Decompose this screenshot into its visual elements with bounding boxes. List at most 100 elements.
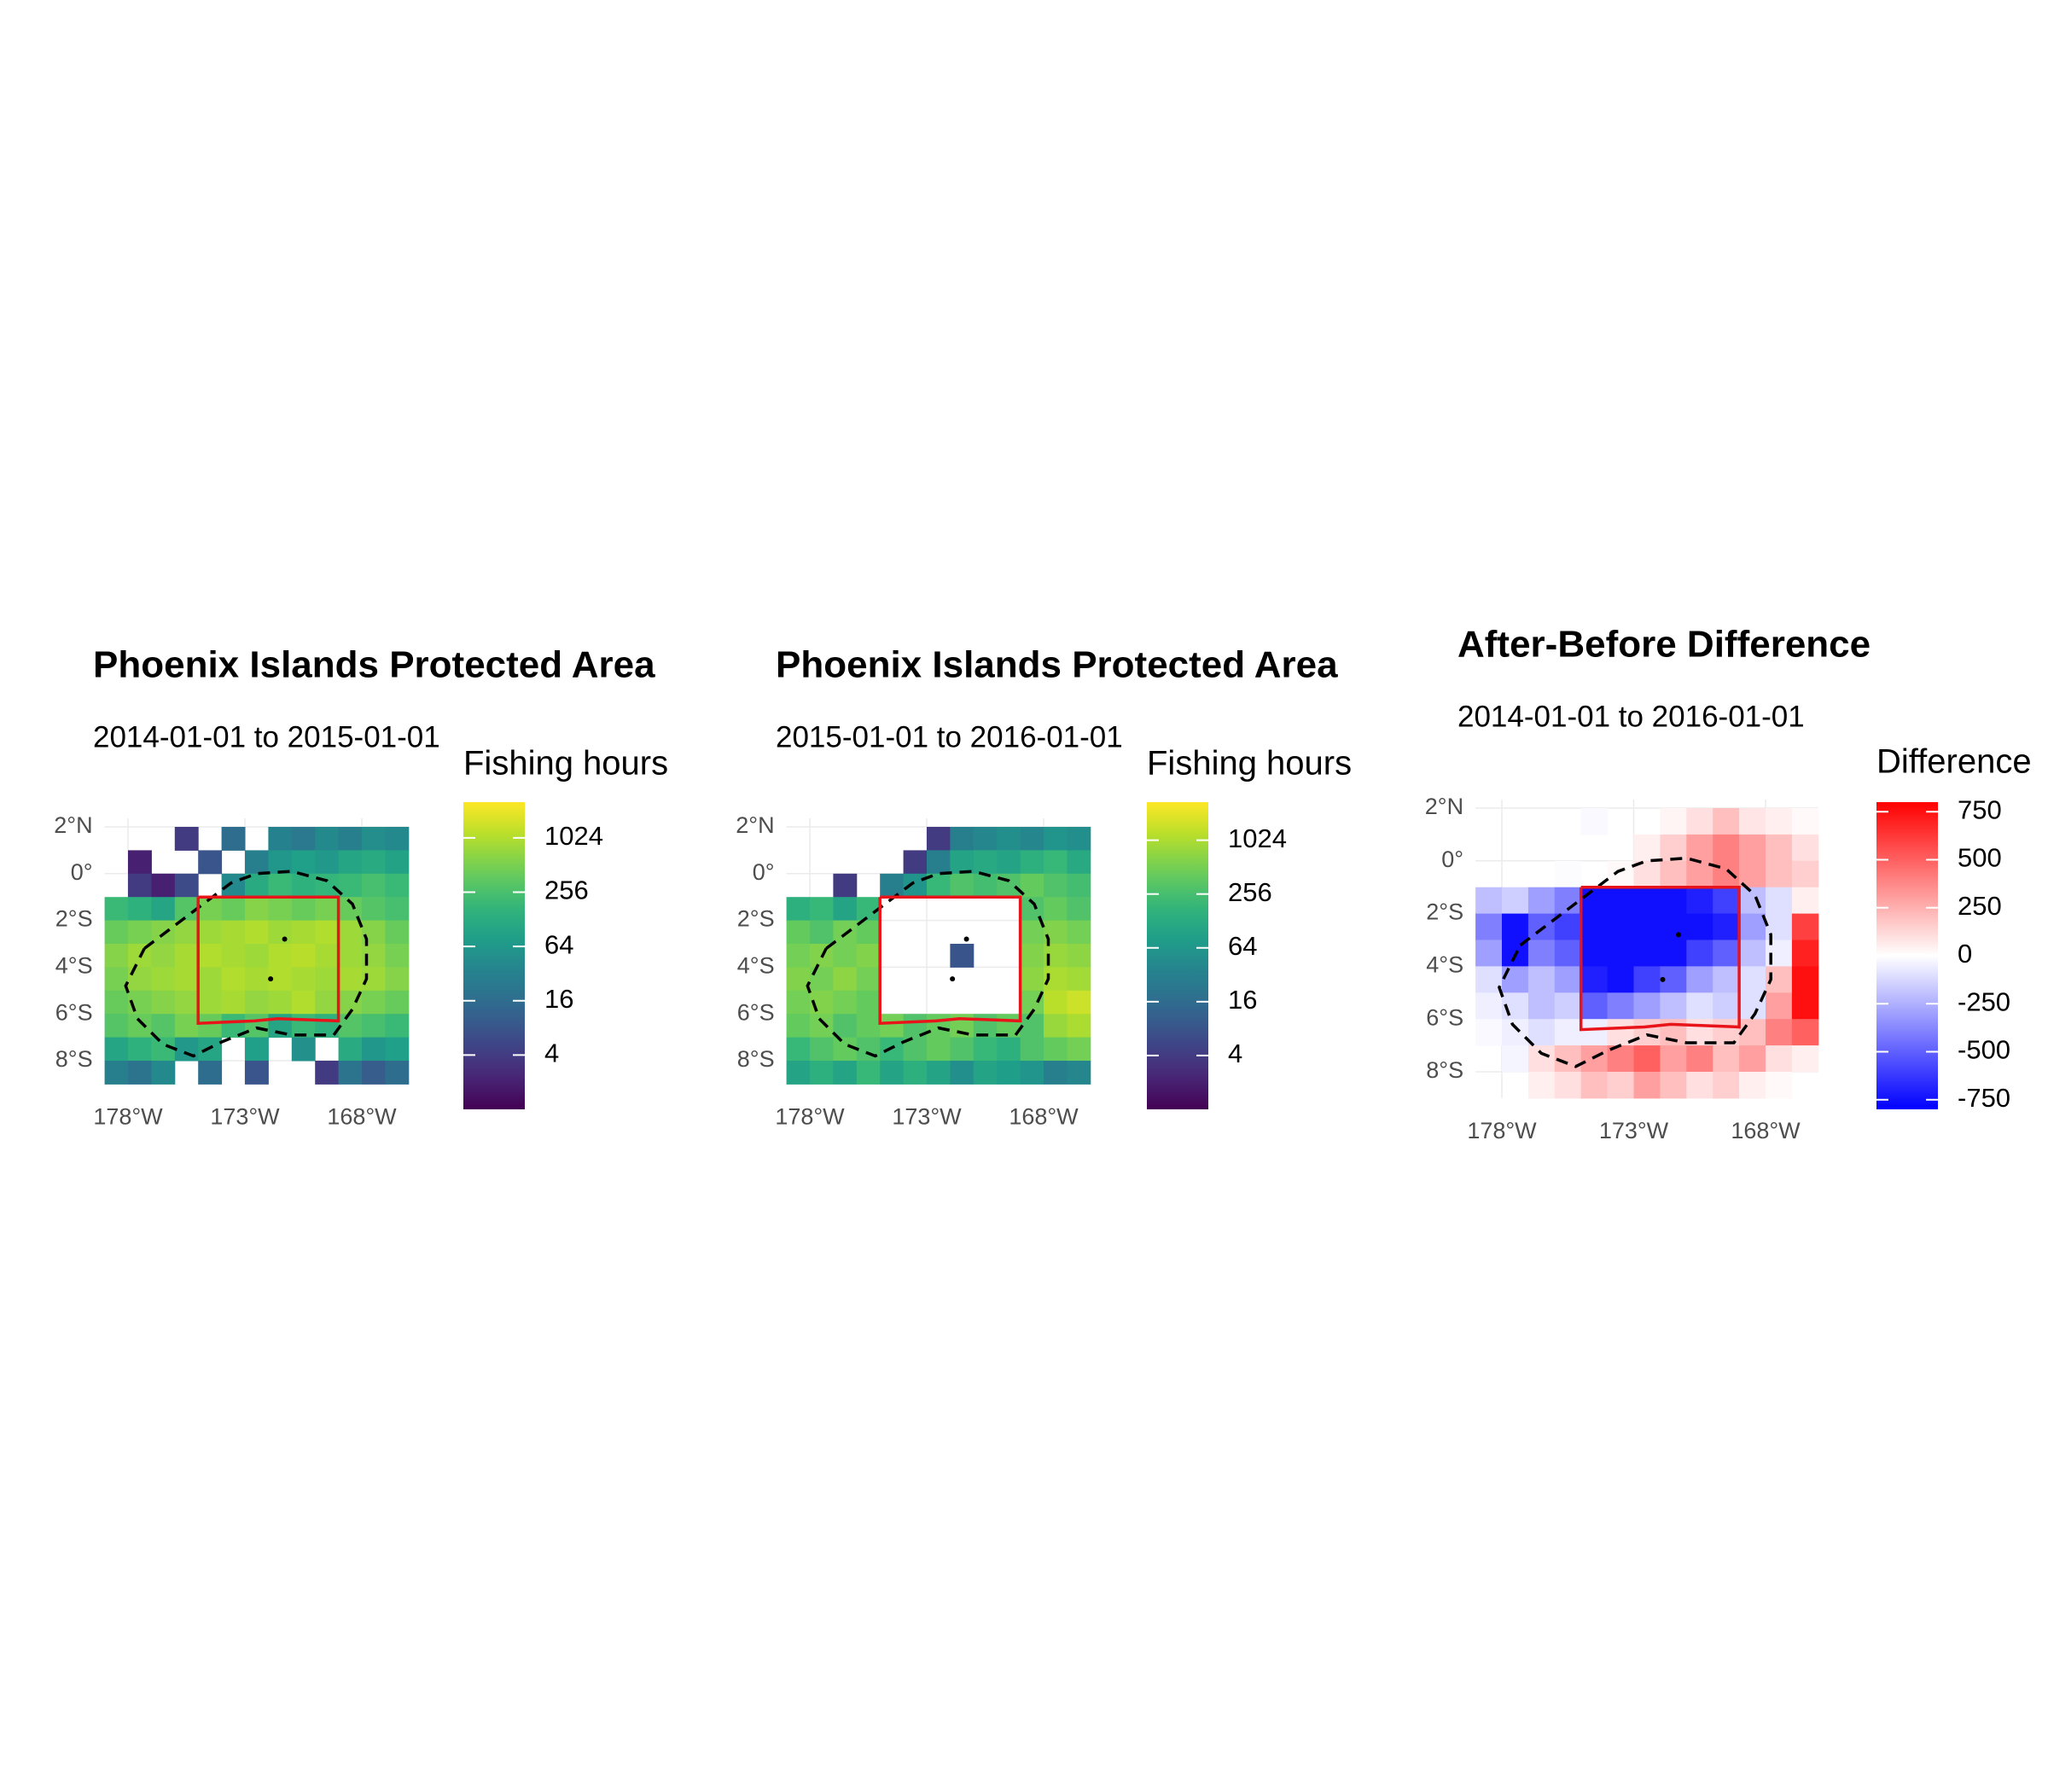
cell [104, 897, 129, 922]
cell [385, 873, 410, 898]
cell [221, 920, 246, 945]
cell [128, 897, 152, 922]
cell [245, 1061, 269, 1085]
colorbar-label: 16 [1228, 985, 1257, 1015]
protected-area [1579, 885, 1741, 1032]
x-tick-label: 178°W [93, 1104, 163, 1130]
cell [1502, 966, 1529, 993]
cell [268, 944, 293, 968]
cell [1475, 992, 1503, 1020]
island [268, 976, 274, 982]
cell [151, 967, 176, 992]
cell [1607, 1072, 1634, 1099]
cell [1660, 808, 1687, 835]
cell [856, 990, 881, 1015]
cell [315, 827, 340, 851]
colorbar-label: 750 [1958, 794, 2002, 824]
cell [997, 1037, 1021, 1062]
cell [1044, 850, 1068, 875]
cell [786, 1037, 811, 1062]
cell [1791, 834, 1819, 862]
colorbar [1147, 802, 1208, 1109]
panel: Phoenix Islands Protected Area 2014-01-01… [54, 644, 668, 1130]
cell [1527, 992, 1556, 1020]
cell [151, 944, 176, 968]
cell [198, 850, 223, 875]
cell [1739, 966, 1766, 993]
cell [338, 827, 363, 851]
cell [810, 1061, 834, 1085]
cell [1067, 944, 1091, 968]
cell [1791, 940, 1819, 967]
cell [973, 873, 998, 898]
cell [1660, 860, 1687, 888]
cell [1607, 966, 1634, 993]
legend-title: Fishing hours [463, 745, 668, 783]
cell [1020, 1061, 1044, 1085]
x-tick-label: 168°W [1731, 1118, 1801, 1143]
cell [315, 897, 340, 922]
cell [1791, 808, 1819, 835]
cell [291, 850, 316, 875]
cell [1554, 1019, 1582, 1046]
cell [1020, 1014, 1044, 1039]
cell [1020, 1037, 1044, 1062]
cell [174, 827, 199, 851]
cell [315, 967, 340, 992]
cell [1633, 992, 1661, 1020]
cell [810, 920, 834, 945]
colorbar-label: 16 [544, 984, 573, 1014]
cell [1580, 1019, 1609, 1046]
cell [1766, 992, 1793, 1020]
y-tick-label: 2°N [1425, 794, 1463, 819]
y-tick-label: 2°S [55, 906, 93, 932]
cell [1713, 887, 1740, 915]
cell [950, 827, 975, 851]
cell [810, 967, 834, 992]
cell [338, 967, 363, 992]
cell [1020, 827, 1044, 851]
cell [903, 873, 928, 898]
cell [151, 990, 176, 1015]
panel-title: After-Before Difference [1457, 624, 1871, 666]
cell [245, 850, 269, 875]
cell [1554, 992, 1582, 1020]
cell [268, 827, 293, 851]
cell [1686, 940, 1713, 967]
cell [198, 1014, 223, 1039]
cell [104, 1037, 129, 1062]
cell [385, 944, 410, 968]
cell [786, 897, 811, 922]
cell [315, 944, 340, 968]
cell [1766, 834, 1793, 862]
y-tick-label: 2°S [1426, 899, 1463, 925]
colorbar-label: 256 [1228, 877, 1272, 907]
cell [174, 944, 199, 968]
cell [1739, 1072, 1766, 1099]
cell [1766, 1019, 1793, 1046]
cell [268, 920, 293, 945]
cell [104, 1014, 129, 1039]
cell [1739, 913, 1766, 940]
colorbar-label: 1024 [544, 821, 603, 851]
cell [810, 1014, 834, 1039]
cell [1713, 1072, 1740, 1099]
cell [174, 990, 199, 1015]
cell [856, 967, 881, 992]
cell [128, 920, 152, 945]
cell [1791, 992, 1819, 1020]
cell [1044, 1014, 1068, 1039]
cell [128, 1037, 152, 1062]
cell [291, 920, 316, 945]
cell [221, 944, 246, 968]
cell [1713, 940, 1740, 967]
cell [128, 873, 152, 898]
y-tick-label: 6°S [737, 999, 775, 1025]
x-tick-label: 173°W [1599, 1118, 1669, 1143]
cell [1580, 992, 1609, 1020]
cell [833, 1014, 858, 1039]
cell [1766, 808, 1793, 835]
cell [268, 873, 293, 898]
cell [880, 1061, 905, 1085]
